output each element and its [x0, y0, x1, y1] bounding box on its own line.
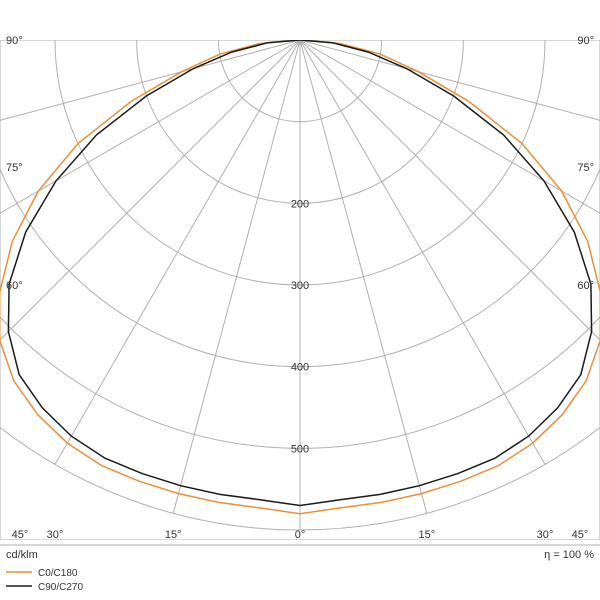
- angle-label: 60°: [6, 280, 23, 292]
- ring-label-500: 500: [291, 443, 309, 455]
- unit-label: cd/klm: [6, 549, 38, 561]
- angle-label: 75°: [6, 162, 23, 174]
- angle-label: 45°: [12, 529, 29, 541]
- angle-label: 60°: [577, 280, 594, 292]
- angle-label: 75°: [577, 162, 594, 174]
- angle-label: 90°: [577, 35, 594, 47]
- grid: [0, 0, 600, 540]
- legend-label-c0: C0/C180: [38, 568, 78, 579]
- angle-label: 15°: [419, 529, 436, 541]
- ring-label-400: 400: [291, 362, 309, 374]
- angle-label: 0°: [295, 529, 306, 541]
- ring-label-300: 300: [291, 280, 309, 292]
- angle-label: 30°: [537, 529, 554, 541]
- angle-label: 90°: [6, 35, 23, 47]
- polar-chart: 90° 75° 60° 45° 30° 15° 0° 15° 30° 45° 60° 75° 90° 2…: [0, 0, 600, 600]
- angle-label: 45°: [572, 529, 589, 541]
- ring-label-200: 200: [291, 198, 309, 210]
- angle-label: 15°: [165, 529, 182, 541]
- legend-label-c90: C90/C270: [38, 582, 83, 593]
- efficiency-label: η = 100 %: [544, 549, 594, 561]
- angle-label: 30°: [47, 529, 64, 541]
